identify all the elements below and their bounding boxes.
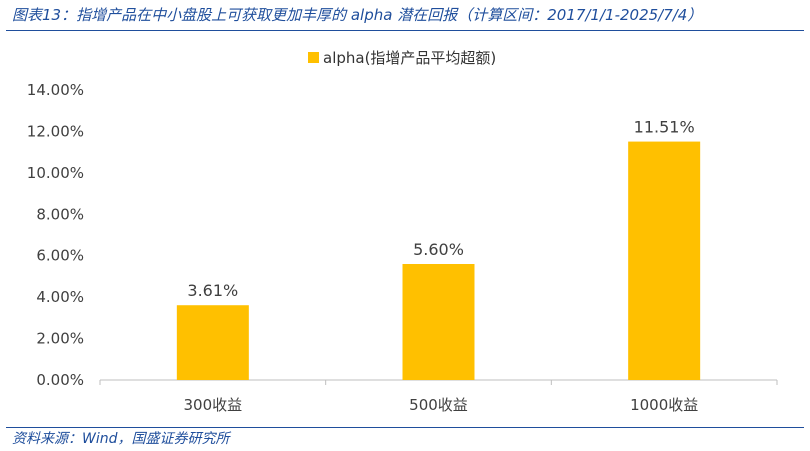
legend-label: alpha(指增产品平均超额)	[323, 49, 497, 67]
bar	[402, 264, 475, 380]
data-label: 5.60%	[413, 240, 464, 259]
source-divider	[6, 427, 804, 428]
chart-legend: alpha(指增产品平均超额)	[308, 47, 496, 68]
data-label: 3.61%	[187, 281, 238, 300]
y-tick-label: 4.00%	[36, 288, 84, 306]
x-tick-label: 1000收益	[630, 396, 698, 414]
y-tick-label: 14.00%	[27, 81, 84, 99]
bar	[628, 141, 701, 380]
bar	[176, 305, 249, 380]
x-tick-label: 500收益	[409, 396, 468, 414]
title-divider	[6, 30, 804, 31]
y-tick-label: 8.00%	[36, 205, 84, 223]
x-tick-label: 300收益	[184, 396, 243, 414]
legend-swatch	[308, 52, 319, 63]
figure-title: 图表13：指增产品在中小盘股上可获取更加丰厚的 alpha 潜在回报（计算区间：…	[12, 6, 703, 24]
data-label: 11.51%	[634, 118, 695, 137]
y-tick-label: 6.00%	[36, 247, 84, 265]
source-note: 资料来源：Wind，国盛证券研究所	[12, 431, 230, 447]
y-tick-label: 0.00%	[36, 371, 84, 389]
y-tick-label: 10.00%	[27, 164, 84, 182]
y-tick-label: 2.00%	[36, 330, 84, 348]
y-tick-label: 12.00%	[27, 122, 84, 140]
